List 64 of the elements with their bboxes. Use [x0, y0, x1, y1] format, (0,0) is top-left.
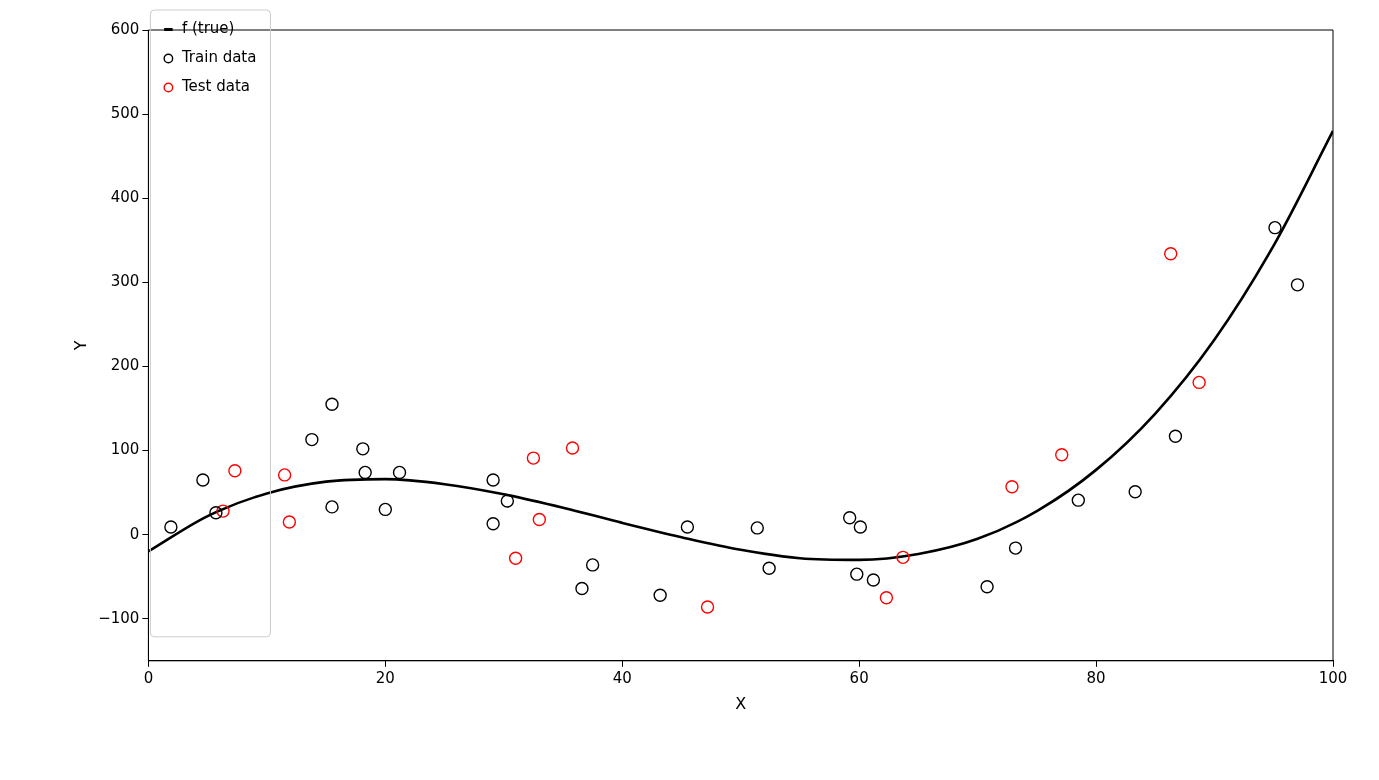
- point: [1168, 429, 1183, 443]
- point: [585, 558, 600, 572]
- point: [164, 520, 178, 534]
- point: [1008, 541, 1023, 555]
- point: [305, 432, 319, 447]
- y-tick-label: 400: [110, 188, 140, 207]
- point: [896, 550, 910, 565]
- point: [762, 561, 776, 575]
- point: [980, 580, 994, 594]
- x-tick-label: 40: [612, 668, 632, 687]
- x-tick-label: 80: [1086, 668, 1106, 687]
- point: [750, 521, 764, 535]
- x-tick-label: 20: [375, 668, 395, 687]
- y-axis-title: Y: [70, 340, 90, 352]
- point: [392, 465, 407, 480]
- point: [1055, 448, 1069, 462]
- point: [325, 500, 339, 514]
- point: [866, 573, 881, 587]
- point: [700, 600, 715, 614]
- legend-label: Train data: [180, 48, 257, 67]
- point: [228, 464, 242, 478]
- x-tick-label: 100: [1318, 668, 1348, 687]
- y-tick-label: 300: [110, 272, 140, 291]
- point: [850, 567, 864, 581]
- point: [1071, 493, 1086, 507]
- legend-label: f (true): [181, 19, 235, 38]
- point: [575, 581, 589, 596]
- point: [282, 515, 297, 529]
- y-tick-label: 200: [110, 356, 140, 375]
- point: [486, 473, 500, 487]
- point: [532, 512, 547, 527]
- y-tick-label: 500: [110, 104, 140, 122]
- point: [653, 588, 667, 602]
- point: [1268, 220, 1282, 235]
- point: [565, 441, 580, 455]
- x-tick-label: 60: [849, 668, 869, 687]
- point: [378, 502, 393, 517]
- point: [196, 473, 210, 487]
- point: [853, 520, 868, 534]
- point: [358, 465, 372, 480]
- x-axis-title: X: [735, 693, 747, 713]
- y-tick-label: 600: [110, 19, 140, 38]
- point: [277, 468, 292, 482]
- point: [508, 551, 523, 565]
- point: [209, 506, 223, 520]
- point: [356, 442, 370, 456]
- point: [216, 504, 230, 518]
- point: [325, 397, 339, 411]
- point: [879, 591, 894, 605]
- point: [842, 511, 857, 525]
- point: [1290, 278, 1305, 292]
- point: [1192, 375, 1206, 390]
- point: [680, 520, 695, 534]
- y-tick-label: −100: [98, 608, 140, 627]
- y-tick-label: 100: [110, 440, 140, 459]
- x-tick-label: 0: [143, 668, 154, 687]
- point: [486, 517, 500, 531]
- point: [1164, 247, 1178, 261]
- point: [500, 494, 515, 508]
- point: [1005, 480, 1019, 494]
- point: [1128, 485, 1142, 499]
- legend-label: Test data: [180, 77, 250, 96]
- point: [526, 451, 541, 465]
- y-tick-label: 0: [129, 524, 140, 543]
